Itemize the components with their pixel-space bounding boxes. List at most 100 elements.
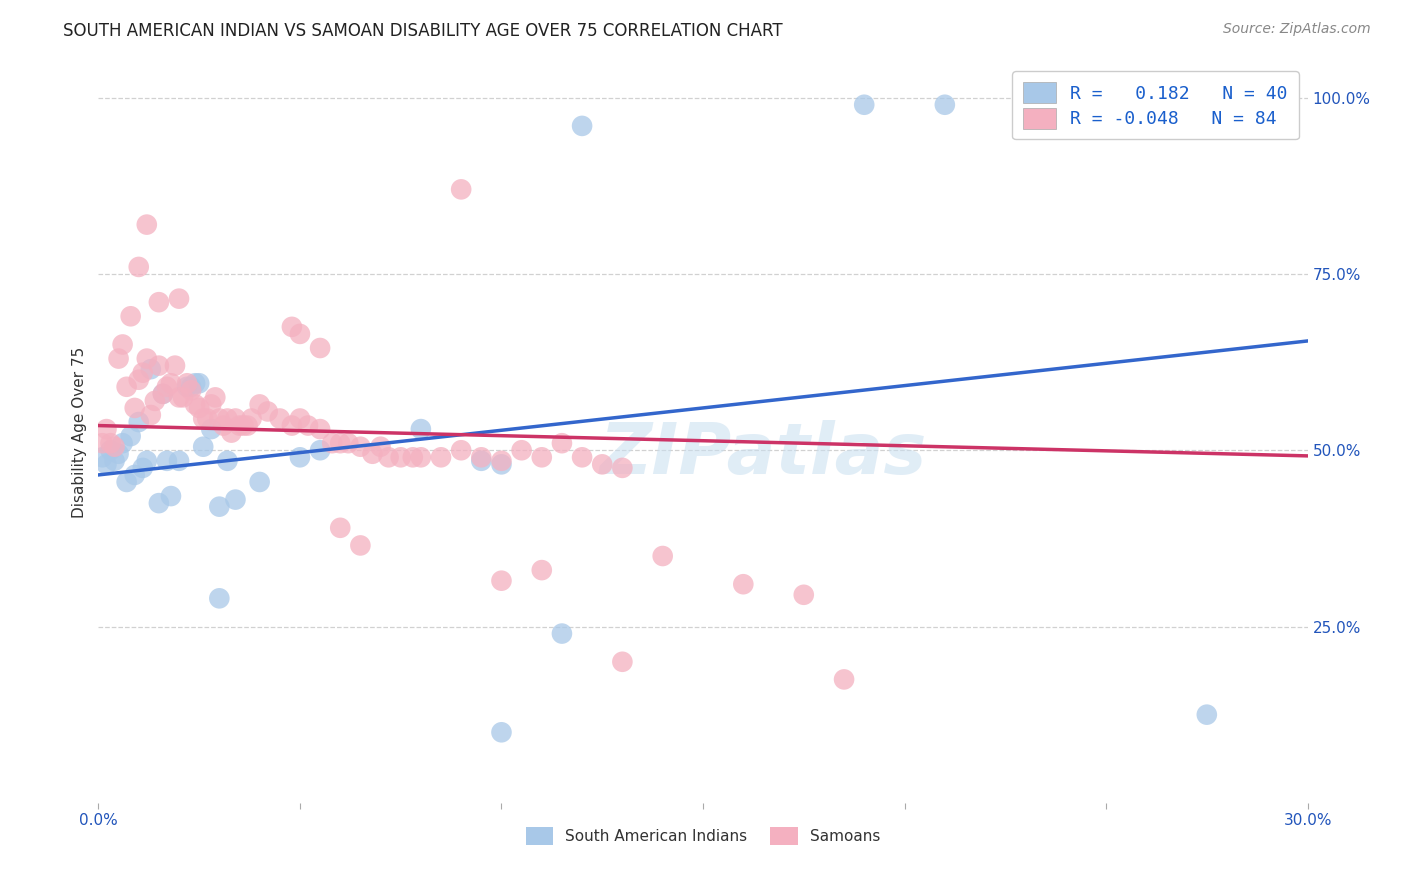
Point xyxy=(470,450,492,465)
Point xyxy=(156,454,179,468)
Point xyxy=(510,443,533,458)
Point xyxy=(349,538,371,552)
Point xyxy=(224,492,246,507)
Point xyxy=(167,292,190,306)
Point xyxy=(152,387,174,401)
Text: SOUTH AMERICAN INDIAN VS SAMOAN DISABILITY AGE OVER 75 CORRELATION CHART: SOUTH AMERICAN INDIAN VS SAMOAN DISABILI… xyxy=(63,22,783,40)
Point xyxy=(288,450,311,465)
Point xyxy=(470,454,492,468)
Point xyxy=(91,436,114,450)
Point xyxy=(160,376,183,391)
Point xyxy=(349,440,371,454)
Point xyxy=(297,418,319,433)
Point xyxy=(193,411,215,425)
Point xyxy=(156,380,179,394)
Point xyxy=(612,655,634,669)
Point xyxy=(329,521,352,535)
Point xyxy=(124,467,146,482)
Point xyxy=(135,351,157,366)
Point xyxy=(124,401,146,415)
Point xyxy=(195,411,218,425)
Point xyxy=(132,366,155,380)
Point xyxy=(135,454,157,468)
Point xyxy=(120,429,142,443)
Point xyxy=(200,422,222,436)
Legend: South American Indians, Samoans: South American Indians, Samoans xyxy=(519,821,887,851)
Point xyxy=(934,97,956,112)
Point xyxy=(152,387,174,401)
Point xyxy=(188,401,211,415)
Point xyxy=(176,376,198,391)
Point xyxy=(288,411,311,425)
Point xyxy=(491,725,513,739)
Point xyxy=(96,458,118,472)
Point xyxy=(111,436,134,450)
Point xyxy=(491,454,513,468)
Point xyxy=(530,563,553,577)
Point xyxy=(281,319,304,334)
Y-axis label: Disability Age Over 75: Disability Age Over 75 xyxy=(72,347,87,518)
Point xyxy=(184,397,207,411)
Point xyxy=(450,182,472,196)
Point xyxy=(148,359,170,373)
Point xyxy=(115,380,138,394)
Point xyxy=(111,337,134,351)
Point xyxy=(853,97,876,112)
Point xyxy=(430,450,453,465)
Point xyxy=(217,454,239,468)
Point xyxy=(612,461,634,475)
Point xyxy=(551,436,574,450)
Point xyxy=(329,436,352,450)
Point xyxy=(167,454,190,468)
Point xyxy=(163,359,186,373)
Point xyxy=(793,588,815,602)
Point xyxy=(1195,707,1218,722)
Point xyxy=(269,411,291,425)
Text: ZIPatlas: ZIPatlas xyxy=(600,420,927,490)
Point xyxy=(249,475,271,489)
Point xyxy=(100,436,122,450)
Point xyxy=(402,450,425,465)
Point xyxy=(128,373,150,387)
Point xyxy=(103,454,125,468)
Point xyxy=(208,591,231,606)
Point xyxy=(100,443,122,458)
Point xyxy=(139,408,162,422)
Point xyxy=(337,436,360,450)
Point xyxy=(167,390,190,404)
Point xyxy=(221,425,243,440)
Point xyxy=(491,458,513,472)
Point xyxy=(139,362,162,376)
Point xyxy=(188,376,211,391)
Point xyxy=(184,376,207,391)
Point xyxy=(217,411,239,425)
Point xyxy=(236,418,259,433)
Point xyxy=(450,443,472,458)
Point xyxy=(132,461,155,475)
Point xyxy=(193,440,215,454)
Point xyxy=(91,450,114,465)
Point xyxy=(204,390,226,404)
Point xyxy=(377,450,399,465)
Point xyxy=(224,411,246,425)
Point xyxy=(212,418,235,433)
Point xyxy=(232,418,254,433)
Point xyxy=(143,393,166,408)
Point xyxy=(361,447,384,461)
Point xyxy=(135,218,157,232)
Point xyxy=(228,418,250,433)
Point xyxy=(571,450,593,465)
Point xyxy=(120,310,142,324)
Point xyxy=(128,415,150,429)
Point xyxy=(96,422,118,436)
Point xyxy=(180,380,202,394)
Point xyxy=(530,450,553,465)
Point xyxy=(409,450,432,465)
Point xyxy=(832,673,855,687)
Point xyxy=(107,351,129,366)
Point xyxy=(148,496,170,510)
Point xyxy=(128,260,150,274)
Point xyxy=(370,440,392,454)
Point xyxy=(249,397,271,411)
Point xyxy=(309,443,332,458)
